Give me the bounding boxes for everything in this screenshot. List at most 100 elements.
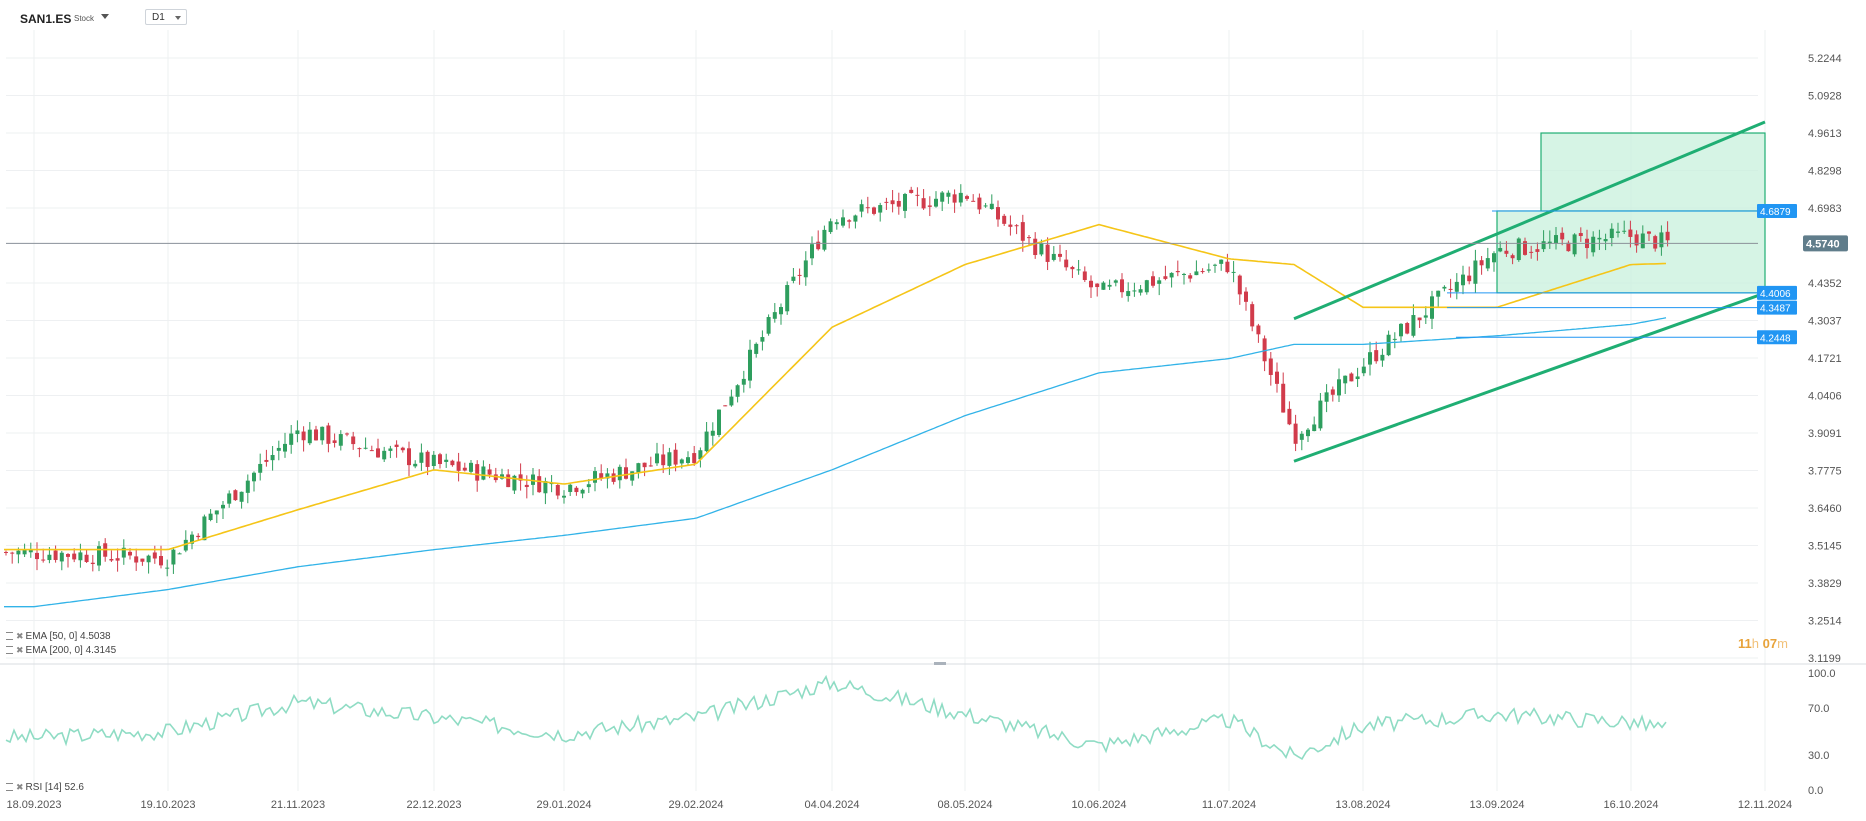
candle-body	[152, 552, 157, 559]
candle-body	[115, 558, 120, 561]
candle-body	[289, 433, 294, 445]
candle-body	[1392, 338, 1397, 340]
ema50-label: EMA [50, 0]	[25, 631, 78, 642]
candle-body	[903, 193, 907, 211]
rsi-tick-label: 70.0	[1808, 703, 1829, 715]
candle-body	[140, 558, 145, 562]
candle-body	[531, 474, 535, 485]
candle-body	[28, 549, 33, 553]
candle-body	[847, 220, 852, 222]
candle-body	[1566, 242, 1571, 252]
candle-body	[1095, 283, 1100, 288]
candle-body	[1535, 249, 1540, 252]
candle-body	[741, 378, 746, 385]
level-label-bg	[1757, 285, 1797, 300]
level-label: 4.2448	[1760, 333, 1791, 344]
candle-body	[537, 476, 542, 493]
candle-body	[642, 462, 647, 468]
candle-body	[1665, 231, 1670, 241]
settings-icon[interactable]	[6, 632, 13, 641]
settings-icon[interactable]	[6, 783, 13, 792]
candle-body	[723, 405, 728, 407]
candle-body	[22, 549, 27, 555]
candle-body	[909, 189, 914, 193]
candle-body	[128, 551, 132, 556]
candle-body	[1051, 253, 1056, 260]
candle-body	[171, 549, 176, 565]
close-icon[interactable]: ✖	[16, 782, 24, 792]
candle-body	[90, 562, 95, 565]
candle-body	[1027, 237, 1031, 239]
price-tick-label: 4.8298	[1808, 166, 1842, 178]
candle-body	[506, 474, 511, 488]
chevron-down-icon	[175, 16, 181, 20]
current-price-label-bg	[1803, 235, 1848, 252]
candle-body	[1213, 264, 1217, 266]
candle-body	[345, 433, 349, 435]
candle-body	[1640, 233, 1645, 249]
candle-body	[710, 430, 715, 436]
candle-body	[351, 436, 356, 445]
candle-body	[872, 207, 876, 214]
candle-body	[810, 244, 814, 259]
candle-body	[605, 473, 610, 479]
settings-icon[interactable]	[6, 646, 13, 655]
candle-body	[555, 485, 560, 496]
timeframe-select[interactable]: D1	[145, 9, 187, 25]
date-tick-label: 22.12.2023	[406, 799, 461, 811]
candle-body	[636, 463, 641, 473]
candle-body	[940, 192, 945, 202]
candle-body	[1268, 358, 1273, 375]
candle-body	[1256, 325, 1261, 335]
candle-body	[648, 465, 653, 467]
candle-body	[1479, 260, 1484, 266]
candle-body	[276, 447, 281, 451]
candle-body	[1101, 282, 1106, 290]
rsi-tick-label: 0.0	[1808, 785, 1823, 797]
candle-body	[562, 495, 566, 498]
price-tick-label: 3.3829	[1808, 578, 1842, 590]
candle-body	[692, 453, 697, 464]
candle-body	[1355, 376, 1360, 380]
close-icon[interactable]: ✖	[16, 645, 24, 655]
candle-body	[1281, 383, 1286, 413]
candle-body	[1529, 251, 1534, 253]
candle-body	[791, 276, 796, 281]
candle-body	[1622, 230, 1627, 232]
candle-body	[165, 567, 170, 569]
candle-body	[239, 491, 244, 502]
date-tick-label: 12.11.2024	[1738, 799, 1792, 811]
candle-body	[214, 510, 219, 515]
candle-body	[748, 349, 752, 381]
candle-body	[1113, 280, 1118, 283]
candle-body	[1616, 231, 1620, 233]
candle-body	[1008, 224, 1013, 227]
candle-body	[78, 552, 83, 561]
candle-body	[1293, 423, 1298, 444]
candle-body	[208, 513, 213, 521]
date-tick-label: 29.01.2024	[536, 799, 591, 811]
candle-body	[363, 447, 368, 449]
candle-body	[97, 546, 101, 566]
candle-body	[803, 260, 808, 278]
candle-body	[1436, 290, 1441, 297]
candle-body	[177, 553, 182, 555]
candle-body	[1492, 253, 1496, 263]
candle-body	[159, 555, 163, 566]
candle-body	[735, 385, 740, 397]
close-icon[interactable]: ✖	[16, 631, 24, 641]
candle-body	[679, 459, 684, 464]
rsi-label: RSI [14]	[25, 782, 62, 793]
candle-body	[1163, 276, 1168, 279]
candle-body	[878, 205, 883, 213]
candle-body	[1603, 239, 1608, 242]
candle-body	[965, 196, 969, 199]
candle-body	[630, 471, 635, 481]
level-label: 4.6879	[1760, 207, 1791, 218]
candle-body	[190, 534, 194, 544]
symbol-name[interactable]: SAN1.ES	[20, 12, 72, 26]
price-tick-label: 3.2514	[1808, 616, 1842, 628]
candle-body	[270, 455, 275, 461]
symbol-dropdown-icon[interactable]	[101, 14, 109, 19]
